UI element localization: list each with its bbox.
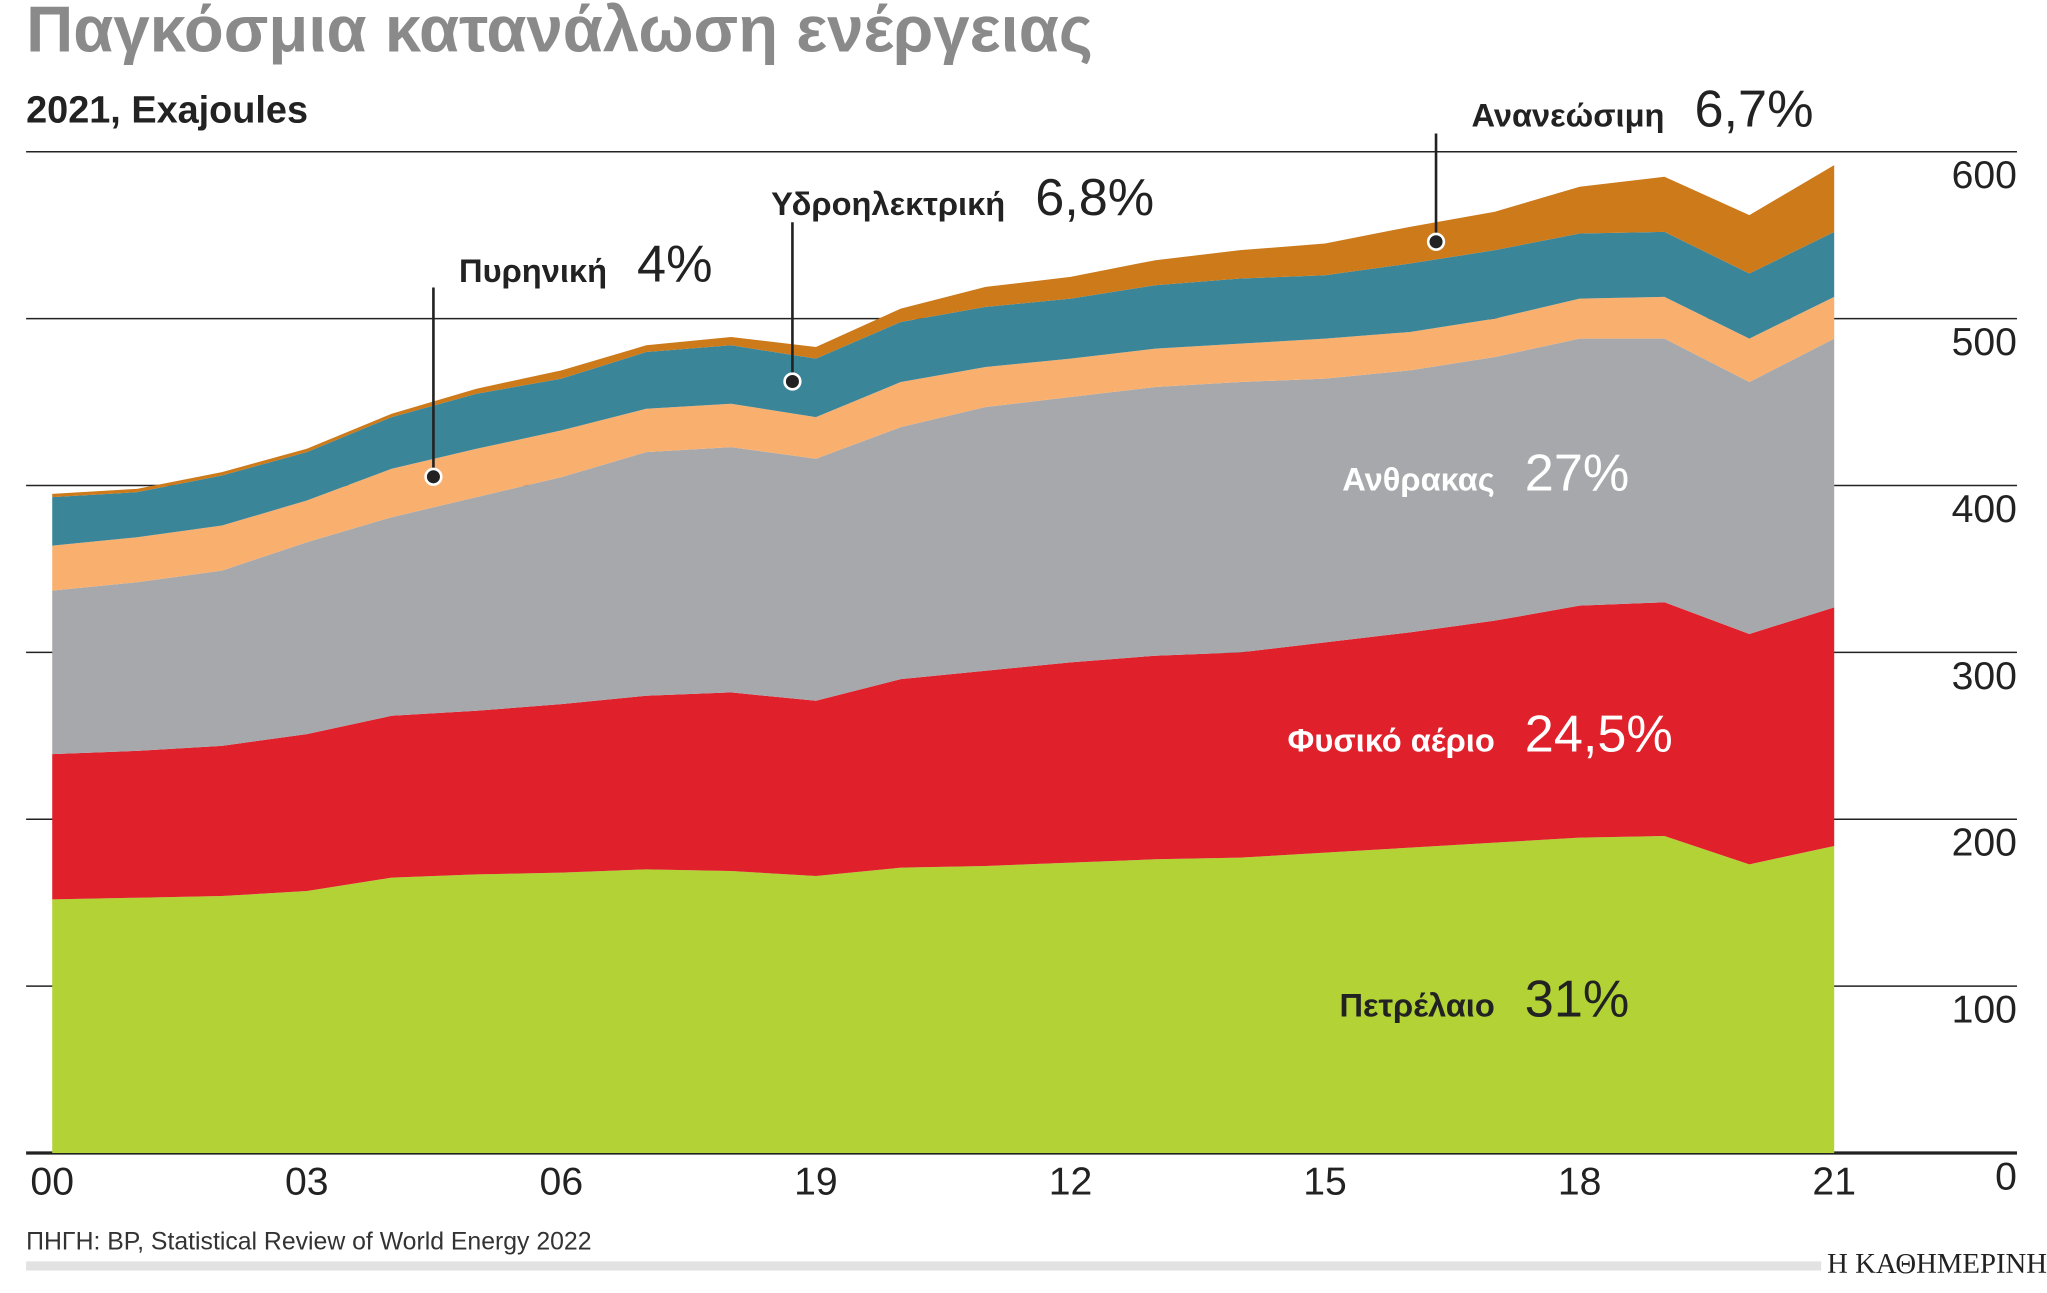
y-tick-label: 600 [1952,154,2017,197]
chart-subtitle: 2021, Exajoules [26,90,308,132]
area [52,338,1835,755]
series-label: Πετρέλαιο [1339,987,1494,1024]
y-tick-label: 100 [1952,989,2017,1032]
series-share: 24,5% [1525,706,1673,764]
y-tick-label: 0 [1995,1155,2017,1198]
x-tick-label: 12 [1049,1161,1093,1204]
leader-dot [1426,232,1446,251]
brand: Η ΚΑΘΗΜΕΡΙΝΗ [1827,1248,2047,1280]
areas [52,165,1835,1154]
x-tick-label: 18 [1558,1161,1602,1204]
footer-bar [26,1261,1822,1271]
x-tick-label: 15 [1303,1161,1347,1204]
series-label: Υδροηλεκτρική [771,185,1005,222]
series-share: 4% [637,236,712,294]
x-tick-label: 03 [285,1161,329,1204]
area [52,231,1835,546]
series-label: Πυρηνική [459,252,607,289]
area [52,602,1835,900]
y-tick-label: 300 [1952,655,2017,698]
y-tick-label: 500 [1952,321,2017,364]
series-share: 27% [1525,445,1629,503]
overlay: Πετρέλαιο 31% Φυσικό αέριο 24,5% Ανθρακας 27%… [424,80,1814,1029]
area [52,835,1835,1154]
y-tick-label: 200 [1952,822,2017,865]
x-tick-label: 00 [30,1161,74,1204]
y-tick-label: 400 [1952,488,2017,531]
series-label: Ανθρακας [1342,461,1494,498]
leader-dot [424,467,443,486]
series-share: 31% [1525,971,1629,1029]
leader-dot [783,372,802,391]
series-share: 6,7% [1695,80,1814,138]
x-tick-label: 06 [540,1161,584,1204]
area [52,165,1835,498]
chart-title: Παγκόσμια κατανάλωση ενέργειας [26,0,1093,65]
series-label: Φυσικό αέριο [1288,722,1495,759]
source: ΠΗΓΗ: BP, Statistical Review of World En… [26,1229,591,1256]
series-share: 6,8% [1035,169,1154,227]
x-tick-label: 21 [1812,1161,1856,1204]
x-tick-label: 19 [794,1161,838,1204]
area [52,296,1835,591]
series-label: Ανανεώσιμη [1471,96,1664,133]
